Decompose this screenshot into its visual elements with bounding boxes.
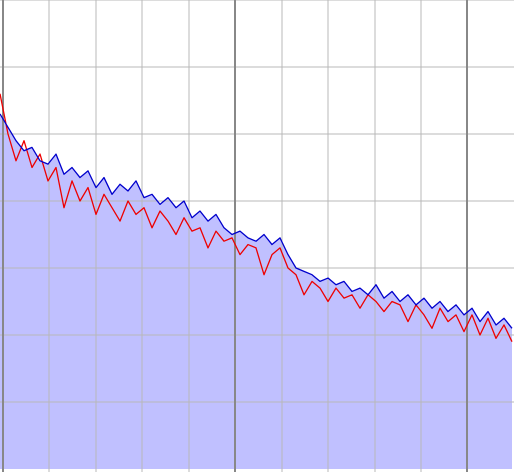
line <box>0 93 513 342</box>
line <box>0 113 513 329</box>
